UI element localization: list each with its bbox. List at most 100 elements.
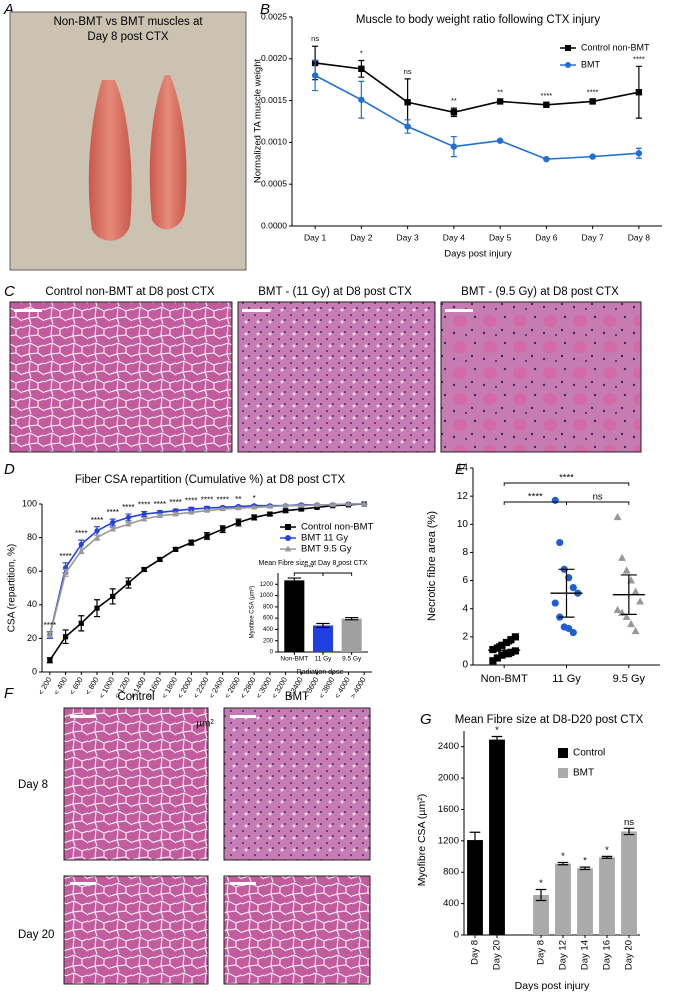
scale-bar [242, 309, 270, 312]
x-tick-label: Day 8 [628, 232, 650, 242]
y-tick-label: 0 [454, 930, 459, 941]
error-bar [287, 577, 302, 584]
data-point [511, 633, 520, 641]
data-point [496, 98, 504, 105]
legend-marker [285, 524, 291, 530]
y-tick-label: 4 [462, 603, 468, 614]
y-axis-label: CSA (repartition, %) [7, 544, 18, 632]
y-tick-label: 2000 [438, 773, 459, 784]
y-tick-label: 20 [27, 633, 37, 643]
data-point [450, 143, 458, 150]
scale-bar [445, 309, 473, 312]
significance-label: * [539, 878, 543, 889]
bar [341, 618, 362, 652]
data-point [188, 506, 194, 512]
significance-label: **** [122, 503, 134, 512]
significance-label: **** [541, 91, 553, 100]
histology-image [9, 301, 233, 453]
error-bar [601, 855, 613, 859]
data-point [551, 496, 559, 504]
significance-label: **** [587, 88, 599, 97]
legend-label: BMT 9.5 Gy [301, 544, 352, 555]
y-tick-label: 0 [270, 650, 274, 656]
data-point [235, 505, 242, 511]
bar [489, 739, 505, 935]
y-tick-label: 200 [263, 638, 274, 644]
legend-label: BMT [581, 59, 601, 69]
data-point [62, 634, 69, 640]
data-point [627, 619, 636, 628]
error-bar [491, 735, 503, 744]
y-tick-label: 2400 [438, 741, 459, 752]
y-tick-label: 0 [462, 660, 468, 671]
data-point [78, 620, 84, 626]
data-point [109, 526, 116, 532]
x-tick-label: Day 8 [536, 940, 547, 965]
histology-image [223, 707, 371, 861]
bar [467, 840, 483, 935]
y-tick-label: 8 [462, 547, 468, 558]
data-point [266, 503, 273, 509]
x-tick-label: < 600 [67, 675, 84, 696]
data-point [125, 514, 132, 521]
data-point [235, 519, 242, 526]
significance-label: **** [154, 500, 166, 509]
y-tick-label: 800 [263, 604, 274, 610]
y-tick-label: 0.0000 [261, 220, 287, 230]
histology-image [63, 707, 209, 861]
y-tick-label: 100 [22, 498, 37, 508]
scale-bar [230, 715, 256, 718]
data-point [498, 641, 506, 649]
data-point [622, 612, 631, 621]
data-point [345, 500, 352, 507]
x-tick-label: 9.5 Gy [613, 673, 646, 685]
x-axis-label: µm² [196, 719, 214, 730]
y-tick-label: 80 [27, 532, 37, 542]
y-tick-label: 400 [443, 898, 459, 909]
data-point [46, 631, 53, 638]
data-point [110, 519, 116, 526]
legend-label: Control non-BMT [301, 522, 374, 533]
comparison-label: **** [559, 473, 574, 484]
significance-label: ** [235, 495, 241, 504]
y-tick-label: 14 [457, 463, 469, 474]
data-point [94, 528, 100, 534]
y-tick-label: 1200 [438, 835, 459, 846]
column-title: BMT [285, 691, 309, 703]
data-point [622, 566, 631, 574]
x-tick-label: Day 4 [443, 232, 465, 242]
panel-letter: E [455, 461, 466, 478]
data-point [543, 155, 550, 163]
x-tick-label: 11 Gy [552, 673, 581, 685]
histology-image [237, 301, 436, 453]
data-point [450, 109, 458, 116]
significance-label: **** [185, 496, 197, 505]
data-point [47, 657, 53, 663]
bar [533, 894, 549, 935]
histology-image [223, 875, 371, 985]
error-bar [496, 643, 513, 658]
y-tick-label: 600 [263, 616, 274, 622]
comparison-label: **** [528, 492, 543, 503]
y-axis-label: Necrotic fibre area (%) [426, 511, 438, 621]
data-point [329, 501, 336, 507]
y-tick-label: 0.0005 [261, 178, 287, 188]
y-axis-label: Normalized TA muscle weight [253, 59, 264, 184]
y-axis-label: Myofibre CSA (µm²) [416, 794, 428, 886]
significance-label: * [561, 851, 565, 862]
data-point [635, 89, 643, 96]
significance-label: * [605, 845, 609, 856]
muscle [149, 75, 187, 230]
data-point [282, 502, 289, 508]
significance-label: * [583, 856, 587, 867]
bar [555, 863, 571, 935]
data-point [141, 516, 148, 522]
panel-letter: A [3, 1, 14, 18]
x-tick-label: Day 20 [624, 940, 635, 970]
comparison-label: **** [304, 565, 315, 572]
error-bar [535, 888, 547, 902]
data-point [404, 123, 411, 130]
x-tick-label: Day 16 [602, 940, 613, 970]
significance-label: **** [91, 516, 103, 525]
y-tick-label: 2 [462, 631, 468, 642]
